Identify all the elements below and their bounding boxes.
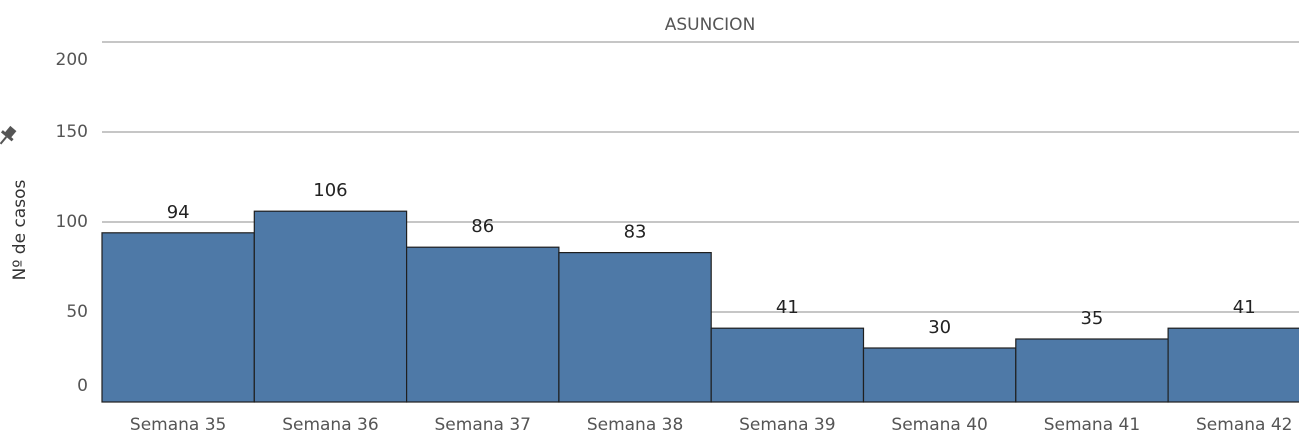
chart-title: ASUNCION (665, 15, 756, 35)
bar (862, 347, 1017, 403)
x-tick-label: Semana 38 (587, 415, 683, 435)
data-label: 35 (1080, 308, 1103, 329)
x-tick-label: Semana 37 (435, 415, 531, 435)
x-tick-label: Semana 42 (1196, 415, 1292, 435)
x-tick-label: Semana 40 (891, 415, 987, 435)
bar (101, 232, 255, 403)
bar (710, 327, 865, 403)
y-axis-title: Nº de casos (10, 180, 30, 281)
x-tick-label: Semana 35 (130, 415, 226, 435)
data-label: 106 (313, 180, 347, 201)
y-tick-label: 100 (56, 212, 88, 232)
y-tick-label: 150 (56, 122, 88, 142)
x-tick-label: Semana 41 (1044, 415, 1140, 435)
y-tick-label: 200 (56, 50, 88, 70)
x-tick-label: Semana 36 (282, 415, 378, 435)
labels: 0 50 100 150 200 Semana 35 94 Semana 36 106 Seman… (56, 50, 1293, 435)
bar (558, 252, 712, 403)
data-label: 83 (624, 222, 647, 243)
y-tick-label: 50 (66, 302, 88, 322)
y-tick-label: 0 (77, 376, 88, 396)
bar (253, 210, 408, 403)
data-label: 86 (471, 216, 494, 237)
x-tick-label: Semana 39 (739, 415, 835, 435)
bars (101, 210, 1299, 403)
pin-icon[interactable] (0, 124, 19, 148)
bar (1167, 327, 1299, 403)
data-label: 41 (1233, 297, 1256, 318)
data-label: 30 (928, 317, 951, 338)
data-label: 41 (776, 297, 799, 318)
bar (406, 246, 560, 403)
bar (1015, 338, 1169, 403)
data-label: 94 (167, 202, 190, 223)
